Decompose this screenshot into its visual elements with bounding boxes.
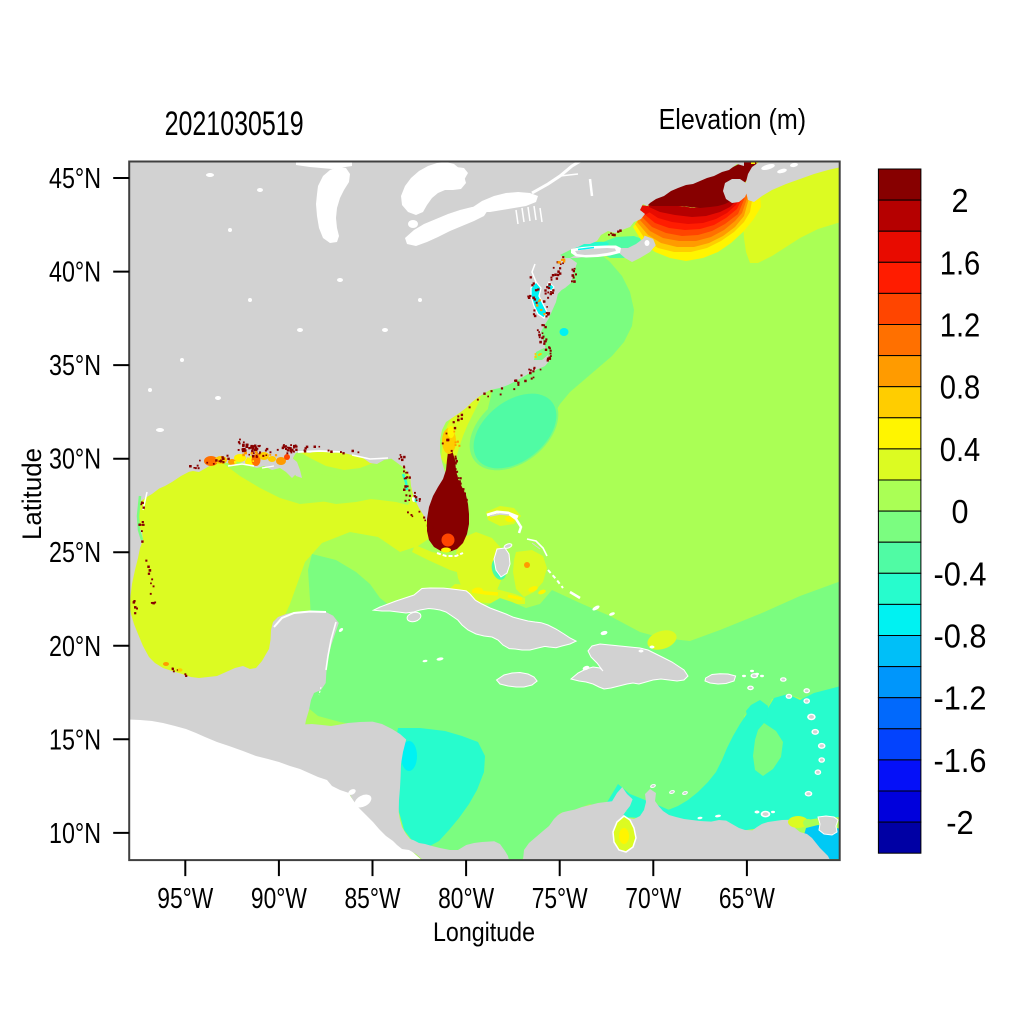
svg-text:0.4: 0.4: [940, 431, 981, 468]
svg-text:40°N: 40°N: [49, 257, 101, 289]
svg-text:Elevation (m): Elevation (m): [659, 104, 807, 136]
svg-text:-1.6: -1.6: [934, 742, 987, 779]
svg-text:90°W: 90°W: [251, 883, 307, 915]
svg-text:-0.4: -0.4: [934, 555, 987, 592]
svg-text:75°W: 75°W: [532, 883, 588, 915]
svg-text:80°W: 80°W: [438, 883, 494, 915]
svg-text:30°N: 30°N: [49, 444, 101, 476]
svg-text:10°N: 10°N: [49, 818, 101, 850]
svg-text:70°W: 70°W: [625, 883, 681, 915]
svg-text:95°W: 95°W: [157, 883, 213, 915]
svg-text:35°N: 35°N: [49, 350, 101, 382]
svg-text:1.6: 1.6: [940, 244, 981, 281]
svg-text:45°N: 45°N: [49, 163, 101, 195]
svg-text:0: 0: [952, 493, 969, 530]
svg-text:15°N: 15°N: [49, 724, 101, 756]
svg-text:2: 2: [952, 182, 969, 219]
svg-text:85°W: 85°W: [345, 883, 401, 915]
svg-text:-1.2: -1.2: [934, 680, 987, 717]
svg-text:-0.8: -0.8: [934, 618, 987, 655]
svg-text:2021030519: 2021030519: [165, 105, 304, 143]
svg-text:65°W: 65°W: [719, 883, 775, 915]
svg-text:20°N: 20°N: [49, 631, 101, 663]
svg-text:Latitude: Latitude: [17, 448, 47, 540]
svg-text:0.8: 0.8: [940, 369, 981, 406]
svg-text:1.2: 1.2: [940, 307, 981, 344]
svg-text:Longitude: Longitude: [433, 917, 535, 947]
svg-text:25°N: 25°N: [49, 537, 101, 569]
svg-text:-2: -2: [946, 804, 974, 841]
